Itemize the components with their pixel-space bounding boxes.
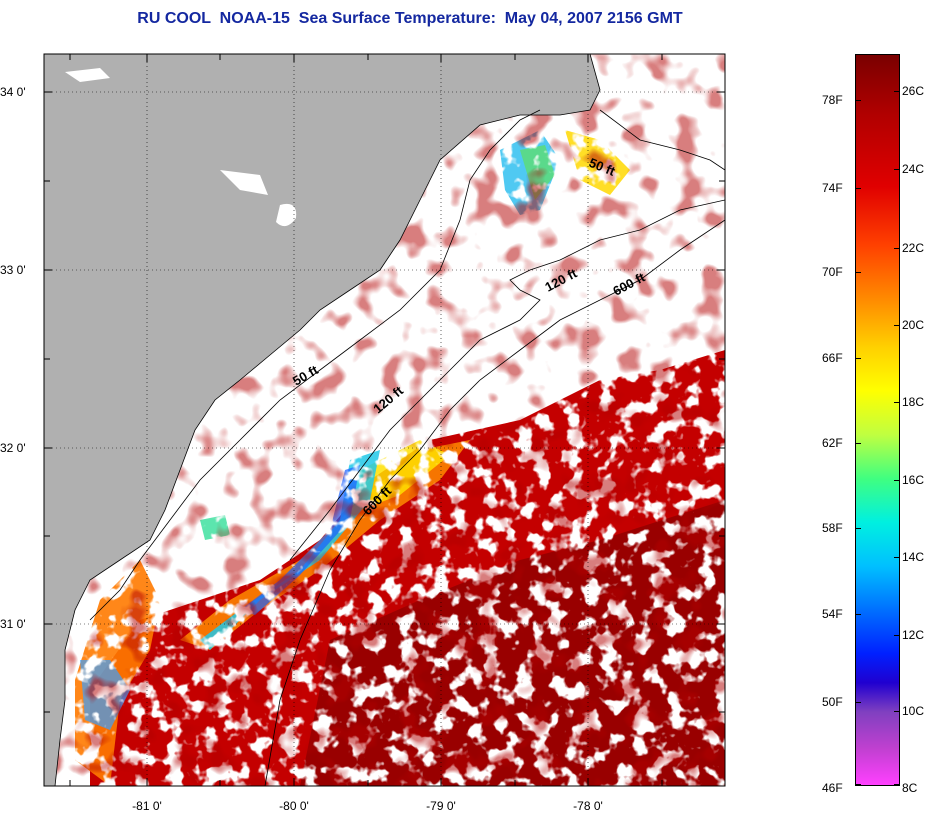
colorbar-f-tick (856, 784, 861, 785)
colorbar-f-label: 50F (822, 695, 843, 709)
colorbar-c-tick (894, 784, 899, 785)
lat-label-33: 33 0' (0, 263, 26, 277)
map-frame (43, 53, 726, 787)
colorbar-c-tick (894, 91, 899, 92)
colorbar-f-tick (856, 272, 861, 273)
colorbar-f-tick (856, 528, 861, 529)
colorbar-f-tick (856, 188, 861, 189)
colorbar-c-label: 24C (902, 162, 925, 176)
lon-label-81: -81 0' (132, 799, 162, 813)
colorbar-f-tick (856, 358, 861, 359)
colorbar-c-tick (894, 325, 899, 326)
colorbar-f-tick (856, 614, 861, 615)
axis-ticks (44, 54, 725, 786)
lon-label-80: -80 0' (279, 799, 309, 813)
land-mass (44, 54, 601, 786)
colorbar-c-tick (894, 711, 899, 712)
colorbar-c-tick (894, 635, 899, 636)
colorbar-c-label: 22C (902, 241, 925, 255)
colorbar-c-label: 12C (902, 628, 925, 642)
colorbar-c-tick (894, 557, 899, 558)
colorbar-c-label: 26C (902, 84, 925, 98)
map-title: RU COOL NOAA-15 Sea Surface Temperature:… (137, 10, 683, 27)
colorbar-f-tick (856, 702, 861, 703)
colorbar-c-label: 20C (902, 318, 925, 332)
colorbar-f-label: 46F (822, 781, 843, 795)
colorbar-c-tick (894, 402, 899, 403)
colorbar-f-label: 66F (822, 351, 843, 365)
colorbar-c-tick (894, 169, 899, 170)
contour-50ft-north (599, 109, 725, 171)
colorbar-c-label: 16C (902, 473, 925, 487)
colorbar-f-label: 74F (822, 181, 843, 195)
colorbar-c-tick (894, 248, 899, 249)
colorbar-f-label: 70F (822, 265, 843, 279)
colorbar-f-tick (856, 100, 861, 101)
colorbar-f-label: 54F (822, 607, 843, 621)
colorbar-f-label: 78F (822, 93, 843, 107)
lat-label-31: 31 0' (0, 617, 26, 631)
contour-600ft (264, 219, 725, 786)
colorbar-f-label: 58F (822, 521, 843, 535)
colorbar-c-label: 18C (902, 395, 925, 409)
lat-label-32: 32 0' (0, 441, 26, 455)
colorbar-f-tick (856, 443, 861, 444)
inland-water-1 (220, 170, 268, 195)
graticule (44, 54, 725, 786)
lon-label-79: -79 0' (426, 799, 456, 813)
inland-water-3 (65, 68, 110, 82)
inland-water-2 (276, 203, 297, 227)
lat-label-34: 34 0' (0, 85, 26, 99)
contour-50ft (89, 109, 541, 621)
contour-120ft (289, 199, 725, 561)
colorbar-f-label: 62F (822, 436, 843, 450)
colorbar-c-tick (894, 480, 899, 481)
colorbar-c-label: 14C (902, 550, 925, 564)
colorbar-c-label: 8C (902, 781, 918, 795)
lon-label-78: -78 0' (573, 799, 603, 813)
temperature-colorbar (855, 54, 900, 786)
colorbar-c-label: 10C (902, 704, 925, 718)
